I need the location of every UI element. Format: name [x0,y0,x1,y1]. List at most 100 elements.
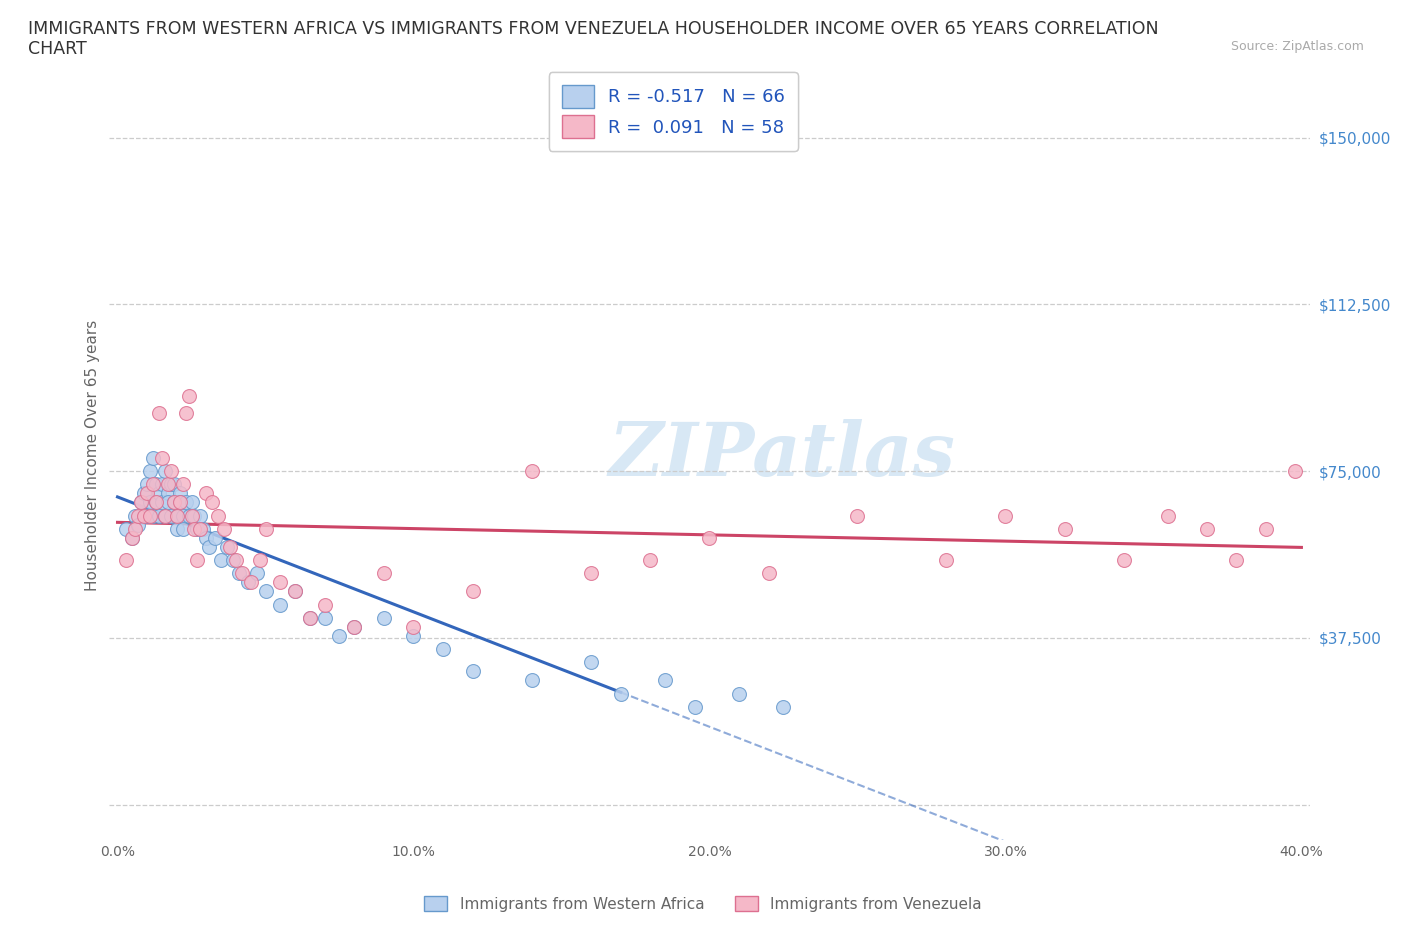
Point [520,672,543,687]
Point [150,495,173,510]
Point [432,642,454,657]
Point [1195,522,1218,537]
Point [150,450,173,465]
Point [249,552,271,567]
Point [195,486,218,501]
Legend: Immigrants from Western Africa, Immigrants from Venezuela: Immigrants from Western Africa, Immigran… [419,889,987,918]
Point [314,597,336,612]
Point [169,495,191,510]
Point [195,530,218,545]
Point [772,699,794,714]
Point [169,486,191,501]
Point [222,552,245,567]
Point [174,495,197,510]
Point [269,597,291,612]
Point [129,495,152,510]
Point [314,610,336,625]
Point [186,552,208,567]
Point [121,530,143,545]
Point [115,552,138,567]
Point [172,508,194,523]
Point [159,464,181,479]
Point [115,522,138,537]
Point [209,552,232,567]
Point [180,495,202,510]
Point [169,495,191,510]
Point [124,522,146,537]
Point [190,508,212,523]
Text: CHART: CHART [28,40,87,58]
Point [228,566,250,581]
Point [1284,464,1306,479]
Point [219,539,242,554]
Point [136,486,159,501]
Point [127,508,149,523]
Point [159,508,181,523]
Point [328,629,350,644]
Point [136,508,159,523]
Point [654,672,676,687]
Point [461,664,484,679]
Point [402,629,425,644]
Point [148,486,170,501]
Point [728,686,751,701]
Point [136,477,159,492]
Point [183,508,205,523]
Point [246,566,269,581]
Point [1254,522,1277,537]
Point [142,450,165,465]
Point [177,508,200,523]
Point [1157,508,1180,523]
Point [1225,552,1247,567]
Point [609,686,631,701]
Point [269,575,291,590]
Point [846,508,869,523]
Point [172,477,194,492]
Point [225,552,247,567]
Point [172,522,194,537]
Point [373,610,395,625]
Point [134,486,156,501]
Point [298,610,321,625]
Point [186,522,208,537]
Point [177,388,200,403]
Point [150,477,173,492]
Point [343,619,366,634]
Point [284,584,307,599]
Point [142,508,165,523]
Point [153,508,176,523]
Point [139,495,162,510]
Point [638,552,661,567]
Point [193,522,215,537]
Point [212,522,235,537]
Point [156,486,179,501]
Point [579,566,602,581]
Point [156,495,179,510]
Text: ZIPatlas: ZIPatlas [609,419,955,492]
Point [935,552,957,567]
Point [204,530,226,545]
Point [127,517,149,532]
Point [215,539,238,554]
Point [520,464,543,479]
Point [373,566,395,581]
Point [139,464,162,479]
Point [142,477,165,492]
Point [201,495,224,510]
Point [254,584,277,599]
Point [166,508,188,523]
Point [284,584,307,599]
Point [298,610,321,625]
Point [1112,552,1135,567]
Point [163,495,186,510]
Point [134,508,156,523]
Point [174,405,197,420]
Point [159,477,181,492]
Point [145,495,167,510]
Point [1053,522,1076,537]
Point [239,575,262,590]
Point [145,495,167,510]
Point [163,495,186,510]
Point [145,477,167,492]
Point [166,508,188,523]
